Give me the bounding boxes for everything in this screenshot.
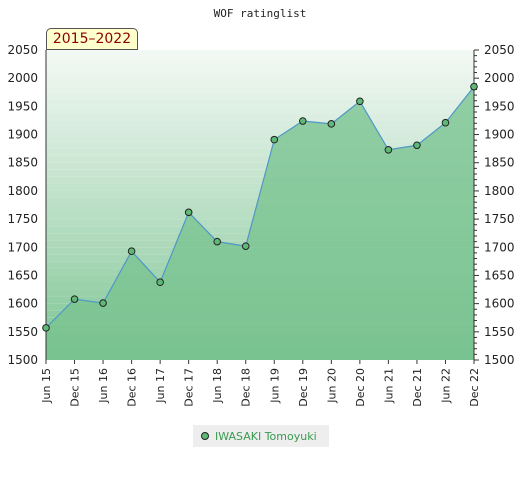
data-point <box>384 145 393 154</box>
data-point <box>413 141 421 150</box>
y-tick-label-left: 1950 <box>7 99 38 113</box>
y-tick-label-right: 1550 <box>484 325 515 339</box>
y-tick-label-right: 1700 <box>484 240 515 254</box>
x-tick-label: Jun 22 <box>439 368 452 404</box>
data-point <box>156 278 164 287</box>
data-point <box>99 299 107 307</box>
grid-band <box>46 134 474 142</box>
y-tick-label-left: 1500 <box>7 353 38 367</box>
grid-band <box>46 155 474 163</box>
y-tick-label-right: 1850 <box>484 156 515 170</box>
y-tick-label-right: 1600 <box>484 297 515 311</box>
x-tick-label: Jun 15 <box>40 368 53 404</box>
grid-band <box>46 85 474 93</box>
data-point <box>42 324 50 332</box>
x-tick-label: Dec 17 <box>183 368 196 407</box>
x-tick-label: Jun 20 <box>325 368 338 404</box>
data-point <box>241 242 250 250</box>
y-tick-label-left: 2000 <box>7 71 38 85</box>
y-tick-label-left: 1550 <box>7 325 38 339</box>
grid-band <box>46 71 474 79</box>
legend-marker-icon <box>201 432 209 440</box>
rating-area <box>46 86 474 361</box>
x-tick-label: Jun 16 <box>97 368 110 404</box>
grid-band <box>46 183 474 191</box>
legend[interactable]: IWASAKI Tomoyuki <box>193 425 329 447</box>
grid-band <box>46 106 474 114</box>
data-point <box>127 247 136 256</box>
x-tick-label: Jun 21 <box>382 368 395 404</box>
x-tick-label: Dec 19 <box>297 368 310 407</box>
x-tick-label: Jun 17 <box>154 368 167 404</box>
grid-band <box>46 99 474 107</box>
grid-band <box>46 148 474 156</box>
y-tick-label-left: 1900 <box>7 128 38 142</box>
grid-band <box>46 113 474 121</box>
grid-band <box>46 127 474 135</box>
period-label: 2015–2022 <box>46 28 138 50</box>
rating-line <box>45 86 475 329</box>
data-point <box>184 208 193 217</box>
data-point <box>213 237 221 246</box>
x-tick-label: Dec 20 <box>354 368 367 407</box>
x-tick-label: Dec 22 <box>468 368 481 407</box>
grid-band <box>46 162 474 170</box>
y-tick-label-right: 1950 <box>484 99 515 113</box>
data-point <box>441 118 450 127</box>
y-tick-label-left: 2050 <box>7 43 38 57</box>
grid-band <box>46 92 474 100</box>
legend-label: IWASAKI Tomoyuki <box>215 429 317 443</box>
grid-band <box>46 57 474 65</box>
y-tick-label-left: 1800 <box>7 184 38 198</box>
grid-band <box>46 169 474 177</box>
grid-band <box>46 50 474 58</box>
data-point <box>327 120 336 128</box>
x-tick-label: Dec 18 <box>240 368 253 407</box>
y-tick-label-left: 1750 <box>7 212 38 226</box>
grid-band <box>46 78 474 86</box>
grid-band <box>46 176 474 184</box>
x-tick-label: Dec 16 <box>126 368 139 407</box>
y-tick-label-left: 1700 <box>7 240 38 254</box>
data-point <box>299 117 307 125</box>
y-tick-label-right: 1500 <box>484 353 515 367</box>
y-tick-label-right: 1750 <box>484 212 515 226</box>
x-tick-label: Jun 19 <box>268 368 281 404</box>
y-tick-label-left: 1600 <box>7 297 38 311</box>
data-point <box>356 97 364 106</box>
data-point <box>70 295 79 303</box>
grid-band <box>46 141 474 149</box>
x-tick-label: Dec 15 <box>69 368 82 407</box>
y-tick-label-left: 1850 <box>7 156 38 170</box>
chart-title: WOF ratinglist <box>214 7 307 20</box>
data-point <box>470 82 478 91</box>
y-tick-label-right: 1800 <box>484 184 515 198</box>
y-tick-label-left: 1650 <box>7 268 38 282</box>
y-tick-label-right: 1650 <box>484 268 515 282</box>
grid-band <box>46 64 474 72</box>
y-tick-label-right: 2050 <box>484 43 515 57</box>
data-point <box>270 135 279 144</box>
y-tick-label-right: 1900 <box>484 128 515 142</box>
grid-band <box>46 120 474 128</box>
x-tick-label: Jun 18 <box>211 368 224 404</box>
x-tick-label: Dec 21 <box>411 368 424 407</box>
y-tick-label-right: 2000 <box>484 71 515 85</box>
